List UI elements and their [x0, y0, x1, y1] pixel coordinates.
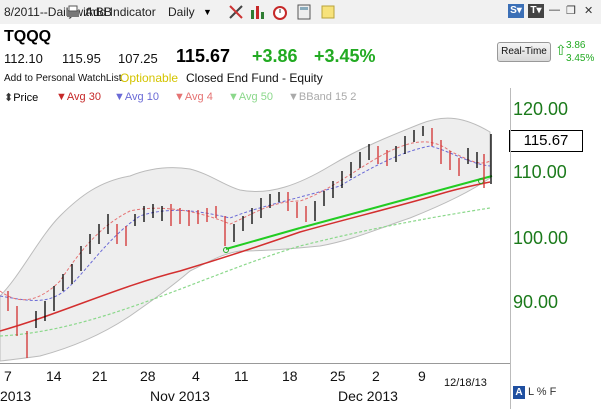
x-month-label: 2013	[0, 388, 32, 404]
legend-bband[interactable]: ▼BBand 15 2	[288, 91, 357, 103]
price-chart[interactable]	[0, 106, 601, 409]
open-value: 112.10	[4, 51, 43, 66]
avg50-line	[0, 207, 491, 337]
rt-change: 3.86	[566, 40, 586, 51]
legend-avg4[interactable]: ▼Avg 4	[174, 91, 213, 103]
high-value: 115.95	[62, 51, 101, 66]
restore-icon[interactable]: ❐	[566, 5, 576, 17]
realtime-button[interactable]: Real-Time	[497, 42, 551, 62]
trendline-upper	[299, 175, 493, 229]
x-tick-label: 9	[418, 368, 426, 384]
y-tick-label: 120.00	[513, 99, 569, 119]
price-bars	[7, 126, 492, 358]
toolbar: 8/2011--DailywithBB Add Indicator Daily …	[0, 0, 601, 25]
legend-avg50[interactable]: ▼Avg 50	[228, 91, 273, 103]
x-tick-label: 14	[46, 368, 62, 384]
last-price-box: 115.67	[509, 130, 583, 152]
legend-avg10[interactable]: ▼Avg 10	[114, 91, 159, 103]
legend-avg30[interactable]: ▼Avg 30	[56, 91, 101, 103]
y-tick-label: 90.00	[513, 292, 559, 312]
calculator-icon[interactable]	[296, 4, 312, 20]
chart-title: 8/2011--DailywithBB	[4, 5, 112, 19]
bollinger-band	[0, 117, 491, 362]
note-icon[interactable]	[320, 4, 336, 20]
close-icon[interactable]: ✕	[584, 5, 594, 17]
up-arrow-icon: ⇧	[555, 42, 567, 58]
trendline-lower	[225, 227, 301, 250]
legend: ⬍Price ▼Avg 30 ▼Avg 10 ▼Avg 4 ▼Avg 50 ▼B…	[0, 88, 601, 106]
period-select[interactable]: Daily	[168, 5, 195, 19]
last-price: 115.67	[176, 46, 231, 66]
s-menu-icon[interactable]: S▾	[508, 4, 524, 18]
chevron-down-icon[interactable]: ▼	[203, 7, 212, 17]
add-indicator-button[interactable]: Add Indicator	[85, 5, 156, 19]
auto-scale-icon[interactable]: A	[513, 386, 525, 399]
x-month-label: Dec 2013	[338, 388, 398, 404]
y-axis-divider	[510, 88, 511, 409]
low-value: 107.25	[118, 51, 158, 66]
optionable-label: Optionable	[120, 71, 179, 85]
change-value: +3.86	[252, 46, 298, 66]
y-tick-label: 110.00	[513, 162, 567, 182]
x-tick-label: 4	[192, 368, 200, 384]
alarm-clock-icon[interactable]	[272, 4, 288, 20]
x-tick-label: 25	[330, 368, 346, 384]
symbol-label: TQQQ	[4, 28, 52, 45]
x-tick-label: 2	[372, 368, 380, 384]
fund-description: Closed End Fund - Equity	[186, 71, 323, 85]
date-stamp: 12/18/13	[444, 377, 487, 389]
avg30-line	[0, 181, 491, 332]
x-tick-label: 21	[92, 368, 108, 384]
y-tick-label: 100.00	[513, 228, 569, 248]
scale-options[interactable]: L % F	[528, 386, 557, 398]
t-menu-icon[interactable]: T▾	[528, 4, 544, 18]
x-tick-label: 7	[4, 368, 12, 384]
print-icon[interactable]	[65, 4, 81, 20]
add-watchlist-link[interactable]: Add to Personal WatchList	[4, 73, 122, 84]
bar-chart-icon[interactable]	[250, 4, 266, 20]
x-tick-label: 28	[140, 368, 156, 384]
x-tick-label: 18	[282, 368, 298, 384]
x-tick-label: 11	[234, 368, 249, 384]
rt-change-pct: 3.45%	[566, 53, 595, 64]
trendline-anchor	[223, 247, 229, 253]
x-axis-line	[0, 363, 510, 364]
tools-icon[interactable]	[228, 4, 244, 20]
x-month-label: Nov 2013	[150, 388, 210, 404]
change-percent: +3.45%	[314, 46, 376, 66]
minimize-icon[interactable]: —	[549, 4, 560, 16]
legend-price[interactable]: ⬍Price	[4, 92, 39, 104]
